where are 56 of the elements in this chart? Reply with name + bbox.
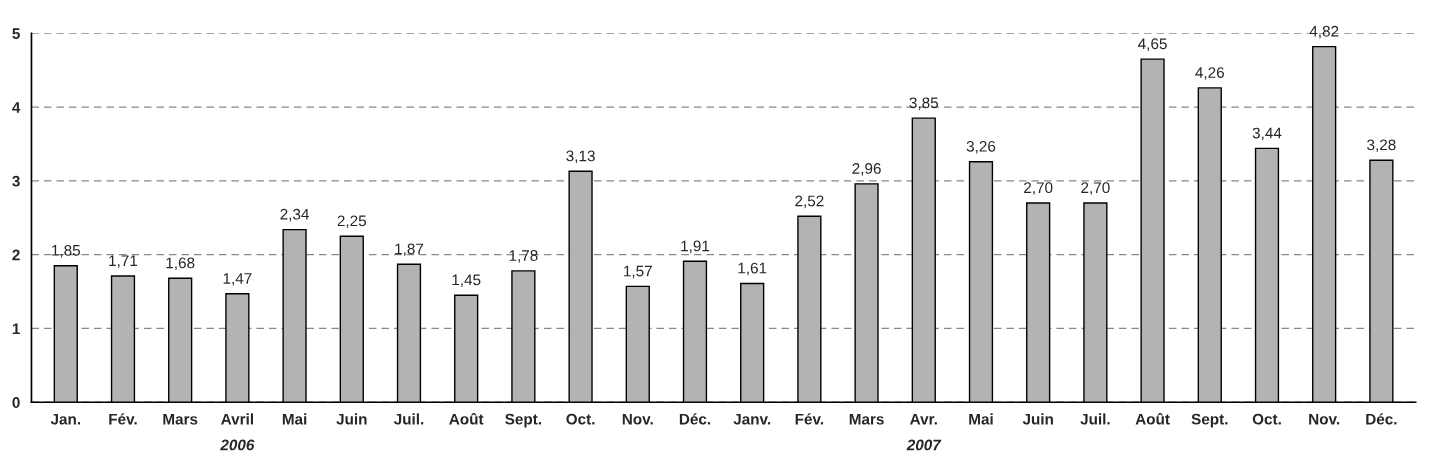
y-tick-label: 3 <box>12 175 20 187</box>
x-tick-label: Juil. <box>393 413 424 425</box>
data-label: 1,71 <box>109 255 138 268</box>
data-label: 2,96 <box>852 163 881 176</box>
x-tick-label: Nov. <box>1309 413 1340 425</box>
y-tick-label: 1 <box>12 323 20 334</box>
x-tick-label: Août <box>449 413 484 425</box>
x-tick-label: Mai <box>282 413 307 425</box>
x-tick-label: Fév. <box>109 413 137 425</box>
x-tick-label: Juin <box>336 413 367 425</box>
x-tick-label: Déc. <box>679 413 711 425</box>
data-label: 3,26 <box>966 140 996 154</box>
data-label: 1,91 <box>681 240 710 254</box>
data-label: 2,52 <box>795 195 824 209</box>
y-tick-label: 2 <box>12 249 20 261</box>
x-tick-label: Mai <box>969 413 993 425</box>
x-tick-label: Fév. <box>795 413 824 425</box>
data-label: 4,82 <box>1309 25 1339 39</box>
data-label: 1,85 <box>52 244 81 258</box>
x-tick-label: Mars <box>849 413 884 425</box>
x-tick-label: Oct. <box>1252 413 1281 425</box>
x-tick-label: Août <box>1135 413 1170 425</box>
data-label: 4,26 <box>1195 67 1224 80</box>
x-tick-label: Nov. <box>622 413 653 425</box>
x-tick-label: Avril <box>221 413 253 425</box>
data-label: 1,57 <box>624 265 652 279</box>
x-tick-label: Janv. <box>733 413 771 425</box>
x-tick-label: Mars <box>163 413 198 425</box>
y-tick-label: 4 <box>12 102 21 113</box>
x-tick-label: Jan. <box>50 413 81 425</box>
data-label: 3,28 <box>1367 139 1396 153</box>
data-label: 1,61 <box>738 262 767 276</box>
data-label: 2,25 <box>337 215 367 229</box>
x-tick-label: Déc. <box>1366 413 1397 425</box>
data-label: 2,70 <box>1024 182 1053 195</box>
data-label: 3,13 <box>566 150 595 164</box>
data-label: 1,45 <box>452 274 481 288</box>
x-tick-label: Sept. <box>1191 413 1228 428</box>
data-label: 3,44 <box>1252 127 1282 141</box>
x-tick-label: Juil. <box>1080 413 1110 425</box>
text: 2007 <box>906 439 942 451</box>
x-tick-label: Sept. <box>505 413 542 428</box>
data-label: 4,65 <box>1138 38 1167 51</box>
data-label: 1,68 <box>166 257 195 271</box>
data-label: 3,85 <box>909 97 939 111</box>
text: 2006 <box>220 439 255 451</box>
x-tick-label: Avr. <box>910 413 937 425</box>
data-label: 1,87 <box>395 243 424 257</box>
data-label: 2,70 <box>1081 182 1110 195</box>
y-tick-label: 0 <box>12 397 20 408</box>
data-label: 1,78 <box>509 250 538 263</box>
x-tick-label: Juin <box>1022 413 1053 425</box>
data-label: 2,34 <box>280 208 309 222</box>
x-tick-label: Oct. <box>566 413 595 425</box>
data-label: 1,47 <box>223 273 252 286</box>
y-tick-label: 5 <box>12 28 20 40</box>
